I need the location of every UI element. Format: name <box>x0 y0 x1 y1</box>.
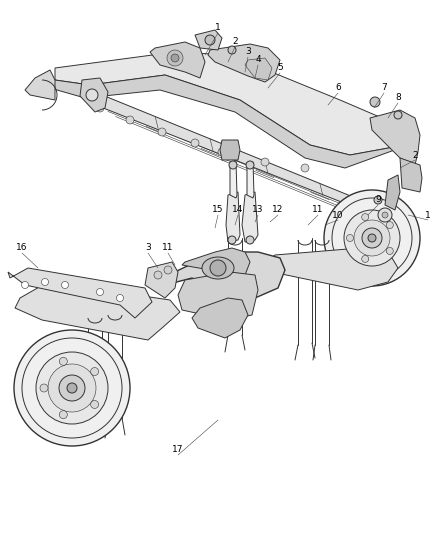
Text: 11: 11 <box>162 244 174 253</box>
Circle shape <box>218 148 226 156</box>
Circle shape <box>154 271 162 279</box>
Circle shape <box>40 384 48 392</box>
Circle shape <box>59 375 85 401</box>
Circle shape <box>205 35 215 45</box>
Text: 4: 4 <box>255 55 261 64</box>
Circle shape <box>164 266 172 274</box>
Text: 6: 6 <box>335 84 341 93</box>
Circle shape <box>36 352 108 424</box>
Circle shape <box>191 139 199 147</box>
Text: 9: 9 <box>375 196 381 205</box>
Circle shape <box>91 400 99 408</box>
Text: 12: 12 <box>272 206 284 214</box>
Circle shape <box>86 89 98 101</box>
Circle shape <box>386 247 393 254</box>
Circle shape <box>228 236 236 244</box>
Text: 5: 5 <box>277 63 283 72</box>
Text: 8: 8 <box>395 93 401 102</box>
Circle shape <box>59 357 67 365</box>
Circle shape <box>370 97 380 107</box>
Polygon shape <box>220 140 240 160</box>
Polygon shape <box>247 162 254 198</box>
Circle shape <box>301 164 309 172</box>
Circle shape <box>246 161 254 169</box>
Polygon shape <box>50 75 410 168</box>
Circle shape <box>354 220 390 256</box>
Polygon shape <box>150 42 205 78</box>
Circle shape <box>171 54 179 62</box>
Circle shape <box>261 158 269 166</box>
Circle shape <box>67 383 77 393</box>
Text: 16: 16 <box>16 244 28 253</box>
Circle shape <box>368 234 376 242</box>
Circle shape <box>61 281 68 288</box>
Circle shape <box>126 116 134 124</box>
Circle shape <box>167 50 183 66</box>
Polygon shape <box>400 158 422 192</box>
Polygon shape <box>25 70 55 100</box>
Polygon shape <box>245 58 272 80</box>
Text: 10: 10 <box>332 211 344 220</box>
Polygon shape <box>195 30 222 50</box>
Polygon shape <box>242 192 258 242</box>
Circle shape <box>378 208 392 222</box>
Polygon shape <box>230 162 237 198</box>
Circle shape <box>394 111 402 119</box>
Polygon shape <box>145 262 178 298</box>
Circle shape <box>21 281 28 288</box>
Polygon shape <box>182 248 250 280</box>
Circle shape <box>324 190 420 286</box>
Circle shape <box>22 338 122 438</box>
Circle shape <box>332 198 412 278</box>
Circle shape <box>386 222 393 229</box>
Circle shape <box>96 104 104 112</box>
Text: 3: 3 <box>245 47 251 56</box>
Circle shape <box>344 210 400 266</box>
Polygon shape <box>85 88 392 222</box>
Circle shape <box>42 279 49 286</box>
Circle shape <box>246 236 254 244</box>
Circle shape <box>48 364 96 412</box>
Circle shape <box>210 260 226 276</box>
Polygon shape <box>55 52 410 155</box>
Circle shape <box>228 46 236 54</box>
Polygon shape <box>226 192 240 242</box>
Text: 17: 17 <box>172 446 184 455</box>
Ellipse shape <box>202 257 234 279</box>
Text: 11: 11 <box>312 206 324 214</box>
Circle shape <box>91 368 99 376</box>
Polygon shape <box>158 252 285 298</box>
Polygon shape <box>178 272 258 320</box>
Circle shape <box>362 228 382 248</box>
Circle shape <box>362 255 369 262</box>
Polygon shape <box>268 248 398 290</box>
Text: 15: 15 <box>212 206 224 214</box>
Circle shape <box>374 196 382 204</box>
Polygon shape <box>15 282 180 340</box>
Text: 7: 7 <box>381 84 387 93</box>
Circle shape <box>158 128 166 136</box>
Polygon shape <box>8 268 152 318</box>
Text: 2: 2 <box>232 37 238 46</box>
Text: 1: 1 <box>215 23 221 33</box>
Polygon shape <box>208 44 280 82</box>
Polygon shape <box>385 175 400 210</box>
Circle shape <box>96 288 103 295</box>
Text: 13: 13 <box>252 206 264 214</box>
Circle shape <box>346 235 353 241</box>
Text: 14: 14 <box>232 206 244 214</box>
Text: 1: 1 <box>425 211 431 220</box>
Circle shape <box>362 214 369 221</box>
Polygon shape <box>192 298 248 338</box>
Circle shape <box>14 330 130 446</box>
Circle shape <box>59 410 67 418</box>
Circle shape <box>382 212 388 218</box>
Polygon shape <box>80 78 108 112</box>
Circle shape <box>117 295 124 302</box>
Circle shape <box>229 161 237 169</box>
Text: 2: 2 <box>412 150 418 159</box>
Polygon shape <box>370 110 420 165</box>
Text: 3: 3 <box>145 244 151 253</box>
